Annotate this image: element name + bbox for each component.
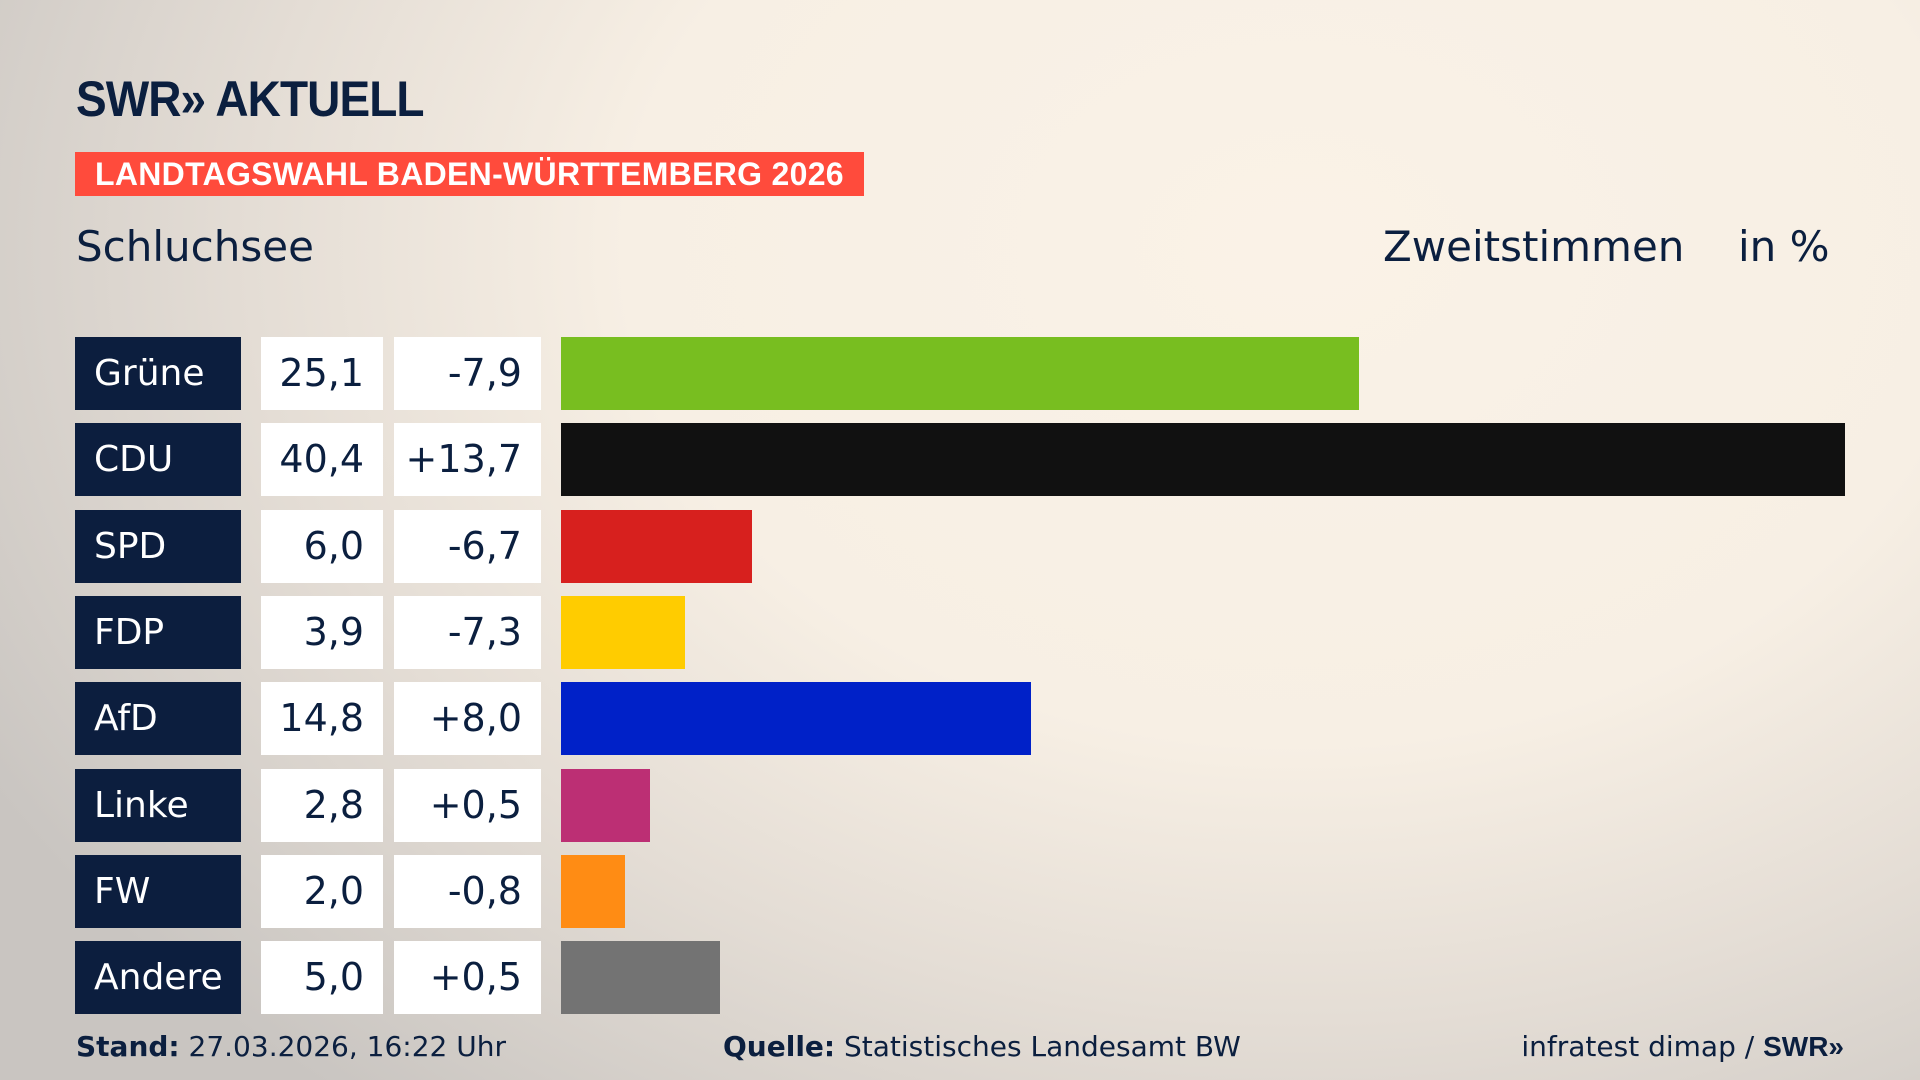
bar-grüne [561,337,1359,410]
bar-fw [561,854,625,928]
footer-source: Quelle: Statistisches Landesamt BW [723,1030,1241,1063]
credit-text: infratest dimap / [1521,1030,1764,1063]
bar-afd [561,682,1032,756]
party-label: SPD [75,509,241,583]
footer-credit: infratest dimap / SWR» [1521,1030,1844,1063]
bar-linke [561,768,650,842]
bar-cdu [561,423,1845,497]
vote-type-label: Zweitstimmen [1383,222,1685,271]
value-label: 3,9 [261,595,383,669]
stand-value: 27.03.2026, 16:22 Uhr [188,1030,506,1063]
party-label: Andere [75,941,241,1015]
change-label: +0,5 [394,768,541,842]
value-label: 2,0 [261,854,383,928]
bar-andere [561,941,720,1015]
value-label: 25,1 [261,337,383,410]
value-label: 6,0 [261,509,383,583]
election-banner: LANDTAGSWAHL BADEN-WÜRTTEMBERG 2026 [75,152,864,196]
place-title: Schluchsee [76,222,314,271]
unit-label: in % [1738,222,1830,271]
stand-label: Stand: [76,1030,180,1063]
change-label: +13,7 [394,423,541,497]
party-label: FW [75,854,241,928]
change-label: +8,0 [394,682,541,756]
bar-spd [561,509,752,583]
party-label: Grüne [75,337,241,410]
swr-aktuell-logo: SWR» AKTUELL [76,71,424,127]
bar-fdp [561,595,685,669]
change-label: +0,5 [394,941,541,1015]
source-value: Statistisches Landesamt BW [844,1030,1241,1063]
party-label: AfD [75,682,241,756]
change-label: -7,9 [394,337,541,410]
party-label: CDU [75,423,241,497]
change-label: -0,8 [394,854,541,928]
value-label: 2,8 [261,768,383,842]
swr-logo: SWR» [1763,1031,1844,1062]
footer-stand: Stand: 27.03.2026, 16:22 Uhr [76,1030,506,1063]
value-label: 5,0 [261,941,383,1015]
value-label: 14,8 [261,682,383,756]
change-label: -6,7 [394,509,541,583]
party-label: Linke [75,768,241,842]
value-label: 40,4 [261,423,383,497]
source-label: Quelle: [723,1030,836,1063]
party-label: FDP [75,595,241,669]
change-label: -7,3 [394,595,541,669]
